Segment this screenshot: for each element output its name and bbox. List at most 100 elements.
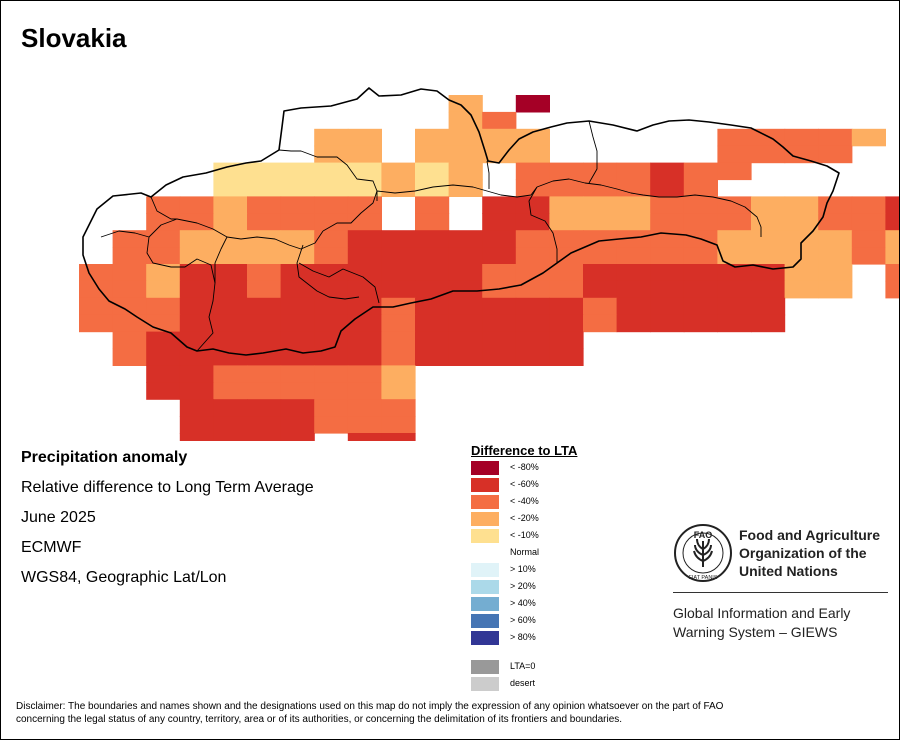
grid-cell xyxy=(112,297,147,316)
grid-cell xyxy=(515,247,550,265)
grid-cell xyxy=(247,433,282,441)
grid-cell xyxy=(79,264,114,282)
grid-cell xyxy=(347,331,382,350)
grid-cell xyxy=(448,247,483,265)
fao-emblem-motto: FIAT PANIS xyxy=(688,575,717,581)
legend-label: > 60% xyxy=(510,615,536,625)
grid-cell xyxy=(381,382,416,400)
grid-cell xyxy=(347,314,382,333)
grid-cell xyxy=(247,382,282,400)
grid-cell xyxy=(347,230,382,248)
grid-cell xyxy=(347,145,382,164)
grid-cell xyxy=(683,314,718,333)
grid-cell xyxy=(415,230,450,248)
grid-cell xyxy=(885,196,899,214)
grid-cell xyxy=(583,179,618,197)
grid-cell xyxy=(314,264,349,282)
grid-cell xyxy=(280,314,315,333)
grid-cell xyxy=(314,416,349,434)
grid-cell xyxy=(314,382,349,400)
legend-label: < -60% xyxy=(510,479,539,489)
grid-cell xyxy=(549,213,584,231)
legend-item-wet80: > 80% xyxy=(471,631,591,645)
region-border xyxy=(278,149,378,232)
grid-cell xyxy=(448,264,483,282)
grid-cell xyxy=(347,399,382,417)
grid-cell xyxy=(818,247,853,265)
grid-cell xyxy=(179,399,214,417)
grid-cell xyxy=(515,213,550,231)
grid-cell xyxy=(515,179,550,197)
grid-cell xyxy=(179,230,214,248)
grid-cell xyxy=(717,297,752,316)
legend-swatch xyxy=(471,478,499,492)
grid-cell xyxy=(851,213,886,231)
grid-cell xyxy=(482,111,517,130)
legend-swatch xyxy=(471,631,499,645)
grid-cell xyxy=(146,213,181,231)
grid-cell xyxy=(415,162,450,181)
grid-cell xyxy=(751,280,786,299)
legend-label: > 20% xyxy=(510,581,536,591)
grid-cell xyxy=(851,196,886,214)
grid-cell xyxy=(717,247,752,265)
grid-cell xyxy=(280,162,315,181)
map-title: Slovakia xyxy=(21,23,127,53)
grid-cell xyxy=(280,179,315,197)
legend-swatch xyxy=(471,529,499,543)
grid-cell xyxy=(717,213,752,231)
grid-cell xyxy=(247,179,282,197)
grid-cell xyxy=(247,196,282,214)
grid-cell xyxy=(381,162,416,181)
grid-cell xyxy=(381,247,416,265)
grid-cell xyxy=(179,213,214,231)
grid-cell xyxy=(146,196,181,214)
grid-cell xyxy=(549,331,584,350)
grid-cell xyxy=(515,95,550,113)
region-border xyxy=(528,186,558,263)
grid-cell xyxy=(549,230,584,248)
grid-cell xyxy=(146,264,181,282)
legend-label: > 40% xyxy=(510,598,536,608)
grid-cell xyxy=(280,433,315,441)
legend-swatch xyxy=(471,580,499,594)
grid-cell xyxy=(616,196,651,214)
grid-cell xyxy=(381,348,416,366)
grid-cell xyxy=(482,128,517,147)
region-border xyxy=(150,196,177,220)
grid-cell xyxy=(179,280,214,299)
grid-cell xyxy=(112,348,147,366)
grid-cell xyxy=(751,247,786,265)
grid-cell xyxy=(482,314,517,333)
grid-cell xyxy=(314,314,349,333)
grid-cell xyxy=(280,280,315,299)
grid-cell xyxy=(448,111,483,130)
grid-cell xyxy=(415,179,450,197)
grid-cell xyxy=(280,382,315,400)
grid-cell xyxy=(314,399,349,417)
grid-cell xyxy=(549,348,584,366)
grid-cell xyxy=(515,145,550,164)
grid-cell xyxy=(146,331,181,350)
grid-cell xyxy=(213,382,248,400)
grid-cell xyxy=(818,280,853,299)
grid-cell xyxy=(650,280,685,299)
grid-cell xyxy=(179,196,214,214)
grid-cell xyxy=(146,297,181,316)
grid-cell xyxy=(213,280,248,299)
grid-cell xyxy=(415,297,450,316)
grid-cell xyxy=(650,213,685,231)
fao-name-line: United Nations xyxy=(739,563,838,579)
data-source: ECMWF xyxy=(21,539,82,556)
grid-cell xyxy=(650,247,685,265)
grid-cell xyxy=(179,247,214,265)
grid-cell xyxy=(583,196,618,214)
grid-cell xyxy=(683,247,718,265)
grid-cell xyxy=(415,247,450,265)
grid-cell xyxy=(751,145,786,164)
boundary-lines xyxy=(82,87,840,356)
grid-cell xyxy=(146,280,181,299)
grid-cell xyxy=(314,162,349,181)
disclaimer-line: concerning the legal status of any count… xyxy=(16,714,623,725)
